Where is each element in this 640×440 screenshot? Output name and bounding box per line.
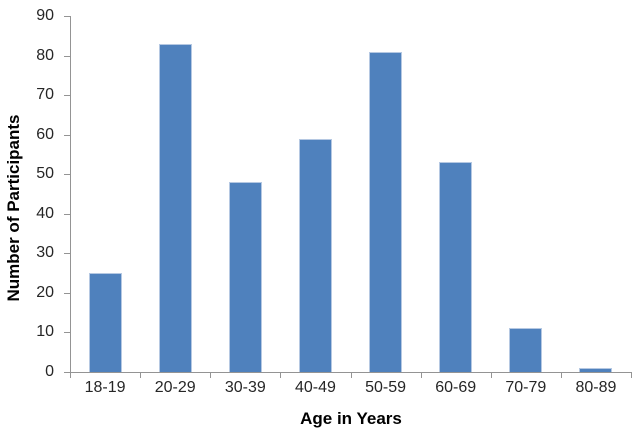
- x-tick-mark: [210, 373, 212, 378]
- y-tick-mark: [64, 332, 70, 334]
- y-tick-label: 0: [45, 363, 54, 380]
- x-tick-mark: [631, 373, 632, 378]
- x-tick-label: 50-59: [365, 379, 407, 396]
- y-tick-mark: [64, 55, 70, 57]
- y-tick-mark: [64, 372, 70, 373]
- x-tick-label: 18-19: [84, 379, 126, 396]
- x-tick-mark: [140, 373, 142, 378]
- y-tick-label: 90: [36, 7, 54, 24]
- bar: [369, 52, 403, 372]
- y-tick-label: 30: [36, 244, 54, 262]
- x-tick-label: 80-89: [575, 379, 617, 396]
- y-tick-label: 50: [36, 165, 54, 183]
- y-tick-mark: [64, 292, 70, 294]
- x-tick-mark: [490, 373, 492, 378]
- y-tick-mark: [64, 16, 70, 17]
- x-tick-label: 30-39: [224, 379, 266, 396]
- x-tick-label: 70-79: [505, 379, 547, 396]
- y-tick-label: 60: [36, 125, 54, 143]
- x-tick-mark: [420, 373, 422, 378]
- plot-area: [70, 16, 632, 373]
- bar: [298, 139, 332, 372]
- bar: [88, 273, 122, 372]
- bar: [439, 162, 473, 372]
- y-tick-label: 80: [36, 46, 54, 64]
- y-tick-mark: [64, 134, 70, 136]
- y-tick-label: 70: [36, 86, 54, 104]
- x-tick-mark: [560, 373, 562, 378]
- x-axis-title: Age in Years: [300, 409, 402, 428]
- x-tick-mark: [70, 373, 71, 378]
- y-tick-mark: [64, 253, 70, 255]
- y-tick-mark: [64, 213, 70, 215]
- y-tick-mark: [64, 174, 70, 176]
- bar: [509, 328, 543, 372]
- bar: [228, 182, 262, 372]
- y-tick-label: 20: [36, 283, 54, 301]
- x-tick-mark: [350, 373, 352, 378]
- x-tick-label: 60-69: [435, 379, 477, 396]
- y-tick-mark: [64, 95, 70, 97]
- bar: [158, 44, 192, 372]
- y-tick-label: 40: [36, 204, 54, 222]
- x-tick-label: 20-29: [154, 379, 196, 396]
- x-tick-mark: [280, 373, 282, 378]
- y-tick-label: 10: [36, 323, 54, 341]
- x-tick-label: 40-49: [294, 379, 336, 396]
- bar: [579, 368, 613, 372]
